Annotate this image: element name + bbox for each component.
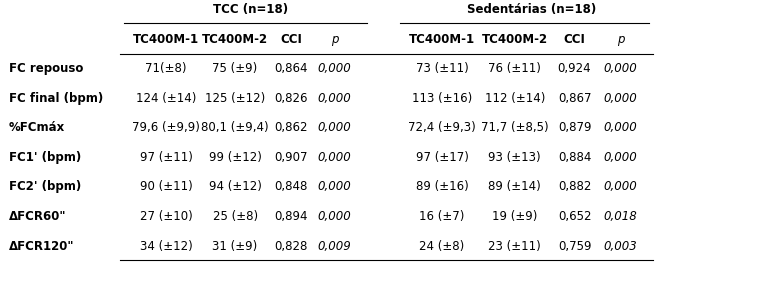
Text: 97 (±11): 97 (±11): [140, 151, 192, 164]
Text: 24 (±8): 24 (±8): [419, 239, 464, 252]
Text: 31 (±9): 31 (±9): [212, 239, 258, 252]
Text: 0,000: 0,000: [318, 151, 351, 164]
Text: 0,652: 0,652: [558, 210, 591, 223]
Text: 0,924: 0,924: [558, 62, 591, 75]
Text: 113 (±16): 113 (±16): [412, 92, 472, 105]
Text: TCC (n=18): TCC (n=18): [213, 3, 288, 16]
Text: 34 (±12): 34 (±12): [140, 239, 192, 252]
Text: 124 (±14): 124 (±14): [136, 92, 196, 105]
Text: 80,1 (±9,4): 80,1 (±9,4): [201, 122, 269, 134]
Text: 0,009: 0,009: [318, 239, 351, 252]
Text: 90 (±11): 90 (±11): [140, 181, 192, 193]
Text: 0,882: 0,882: [558, 181, 591, 193]
Text: 0,000: 0,000: [604, 181, 638, 193]
Text: 71(±8): 71(±8): [145, 62, 187, 75]
Text: p: p: [331, 33, 338, 46]
Text: 89 (±16): 89 (±16): [415, 181, 468, 193]
Text: 0,018: 0,018: [604, 210, 638, 223]
Text: 0,828: 0,828: [275, 239, 308, 252]
Text: 0,000: 0,000: [604, 62, 638, 75]
Text: FC1' (bpm): FC1' (bpm): [9, 151, 82, 164]
Text: 27 (±10): 27 (±10): [140, 210, 192, 223]
Text: p: p: [617, 33, 624, 46]
Text: 16 (±7): 16 (±7): [419, 210, 464, 223]
Text: 25 (±8): 25 (±8): [212, 210, 258, 223]
Text: 0,000: 0,000: [604, 92, 638, 105]
Text: 0,848: 0,848: [275, 181, 308, 193]
Text: FC repouso: FC repouso: [9, 62, 83, 75]
Text: CCI: CCI: [280, 33, 302, 46]
Text: TC400M-2: TC400M-2: [202, 33, 268, 46]
Text: 0,864: 0,864: [275, 62, 308, 75]
Text: 0,000: 0,000: [604, 151, 638, 164]
Text: 0,879: 0,879: [558, 122, 591, 134]
Text: Sedentárias (n=18): Sedentárias (n=18): [467, 3, 596, 16]
Text: CCI: CCI: [564, 33, 585, 46]
Text: 0,000: 0,000: [318, 122, 351, 134]
Text: 0,862: 0,862: [275, 122, 308, 134]
Text: 0,759: 0,759: [558, 239, 591, 252]
Text: 0,884: 0,884: [558, 151, 591, 164]
Text: TC400M-2: TC400M-2: [481, 33, 548, 46]
Text: 72,4 (±9,3): 72,4 (±9,3): [408, 122, 476, 134]
Text: 99 (±12): 99 (±12): [208, 151, 261, 164]
Text: FC2' (bpm): FC2' (bpm): [9, 181, 82, 193]
Text: TC400M-1: TC400M-1: [409, 33, 475, 46]
Text: 93 (±13): 93 (±13): [488, 151, 541, 164]
Text: 0,000: 0,000: [318, 210, 351, 223]
Text: 79,6 (±9,9): 79,6 (±9,9): [132, 122, 200, 134]
Text: 75 (±9): 75 (±9): [212, 62, 258, 75]
Text: 125 (±12): 125 (±12): [205, 92, 265, 105]
Text: FC final (bpm): FC final (bpm): [9, 92, 103, 105]
Text: 73 (±11): 73 (±11): [415, 62, 468, 75]
Text: 0,000: 0,000: [318, 181, 351, 193]
Text: 0,000: 0,000: [604, 122, 638, 134]
Text: 0,894: 0,894: [275, 210, 308, 223]
Text: 19 (±9): 19 (±9): [492, 210, 538, 223]
Text: 94 (±12): 94 (±12): [208, 181, 261, 193]
Text: 71,7 (±8,5): 71,7 (±8,5): [481, 122, 548, 134]
Text: ΔFCR120": ΔFCR120": [9, 239, 75, 252]
Text: 0,000: 0,000: [318, 92, 351, 105]
Text: 0,003: 0,003: [604, 239, 638, 252]
Text: 0,826: 0,826: [275, 92, 308, 105]
Text: ΔFCR60": ΔFCR60": [9, 210, 67, 223]
Text: 23 (±11): 23 (±11): [488, 239, 541, 252]
Text: 89 (±14): 89 (±14): [488, 181, 541, 193]
Text: 0,867: 0,867: [558, 92, 591, 105]
Text: TC400M-1: TC400M-1: [133, 33, 199, 46]
Text: 112 (±14): 112 (±14): [484, 92, 545, 105]
Text: 97 (±17): 97 (±17): [415, 151, 468, 164]
Text: 0,000: 0,000: [318, 62, 351, 75]
Text: 0,907: 0,907: [275, 151, 308, 164]
Text: %FCmáx: %FCmáx: [9, 122, 65, 134]
Text: 76 (±11): 76 (±11): [488, 62, 541, 75]
